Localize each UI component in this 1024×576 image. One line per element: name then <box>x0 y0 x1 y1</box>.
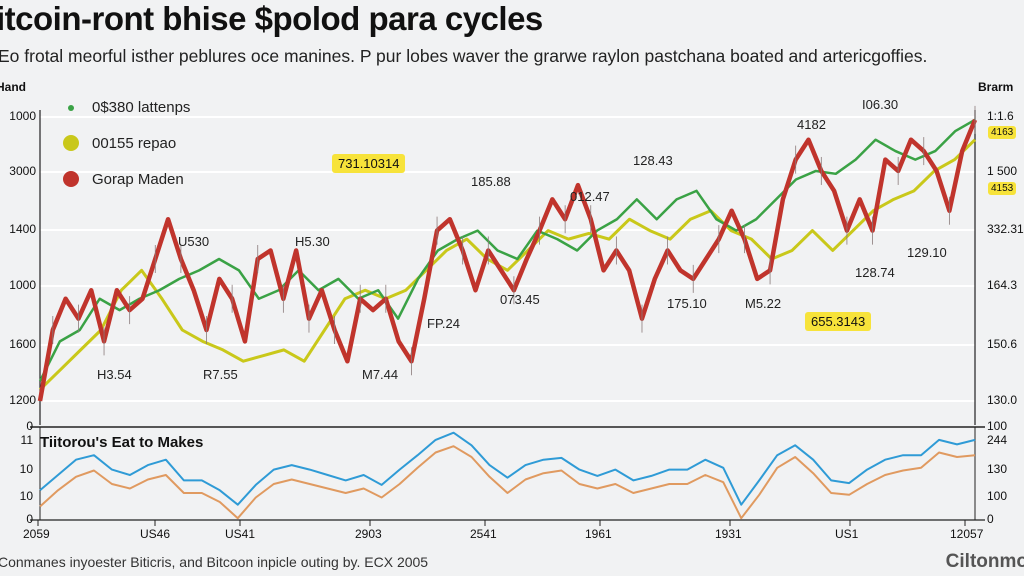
chart-title: itcoin-ront bhise $polod para cycles <box>0 0 543 37</box>
x-tick-label: 2059 <box>23 527 50 541</box>
x-tick-label: US46 <box>140 527 171 541</box>
lower-y-tick-right: 100 <box>987 419 1008 433</box>
x-tick-label: 1931 <box>715 527 742 541</box>
y-tick-left: 1200 <box>9 393 36 407</box>
lower-panel-title: Tiitorou's Eat to Makes <box>40 434 204 451</box>
highlight-label: 731.10314 <box>332 154 406 173</box>
annotation-label: 073.45 <box>500 292 540 307</box>
left-axis-title: Hand <box>0 80 26 94</box>
x-tick-label: 12057 <box>950 527 984 541</box>
y-tick-right: 1:1.6 <box>987 109 1014 123</box>
x-tick-label: US41 <box>225 527 256 541</box>
y-tick-right: 164.3 <box>987 278 1018 292</box>
series-line-red <box>37 118 978 402</box>
annotation-label: H5.30 <box>295 234 330 249</box>
annotation-label: R7.55 <box>203 367 238 382</box>
y-tick-left: 1000 <box>9 109 36 123</box>
legend-label: Gorap Maden <box>92 171 184 188</box>
y-tick-right: 332.31 <box>987 222 1024 236</box>
annotation-label: 175.10 <box>667 296 707 311</box>
lower-y-tick-right: 0 <box>987 512 994 526</box>
source-footer: Conmanes inyoester Biticris, and Bitcoon… <box>0 554 429 570</box>
right-badge: 4153 <box>988 182 1017 195</box>
highlight-label: 655.3143 <box>805 312 872 331</box>
logo: Ciltonmo <box>945 551 1024 572</box>
annotation-label: U530 <box>178 234 210 249</box>
annotation-label: M5.22 <box>745 296 782 311</box>
annotation-label: H3.54 <box>97 367 132 382</box>
lower-y-tick-right: 100 <box>987 489 1008 503</box>
annotation-label: 128.74 <box>855 265 895 280</box>
legend-marker <box>63 135 79 151</box>
annotation-label: FP.24 <box>427 316 461 331</box>
x-tick-label: 1961 <box>585 527 612 541</box>
x-tick-label: US1 <box>835 527 859 541</box>
legend-marker <box>63 171 79 187</box>
lower-y-tick-right: 244 <box>987 433 1008 447</box>
y-tick-left: 3000 <box>9 164 36 178</box>
lower-y-tick-right: 130 <box>987 462 1008 476</box>
annotation-label: I06.30 <box>862 97 899 112</box>
lower-y-tick-left: 0 <box>26 419 33 433</box>
y-tick-left: 1400 <box>9 222 36 236</box>
lower-y-tick-left: 10 <box>19 489 33 503</box>
right-badge: 4163 <box>988 126 1017 139</box>
x-tick-label: 2541 <box>470 527 497 541</box>
annotation-label: M7.44 <box>362 367 399 382</box>
y-tick-right: 150.6 <box>987 337 1018 351</box>
legend-label: 0$380 lattenps <box>92 99 191 116</box>
y-tick-right: 1 500 <box>987 164 1018 178</box>
series-line-orange <box>39 445 976 520</box>
x-tick-label: 2903 <box>355 527 382 541</box>
chart-subtitle: Eo frotal meorful isther peblures oce ma… <box>0 46 928 66</box>
right-axis-title: Brarm <box>978 80 1014 94</box>
lower-y-tick-left: 11 <box>20 433 33 447</box>
legend-label: 00155 repao <box>92 135 177 152</box>
annotation-label: 012.47 <box>570 189 610 204</box>
lower-y-tick-left: 0 <box>26 512 33 526</box>
lower-y-tick-left: 10 <box>19 462 33 476</box>
annotation-label: 185.88 <box>471 174 511 189</box>
annotation-label: 129.10 <box>907 245 947 260</box>
y-tick-right: 130.0 <box>987 393 1018 407</box>
series-line-yellow <box>38 138 977 391</box>
y-tick-left: 1600 <box>9 337 36 351</box>
annotation-label: 128.43 <box>633 153 673 168</box>
annotation-label: 4182 <box>797 117 826 132</box>
legend-marker <box>68 105 74 111</box>
series-line-blue <box>39 431 976 506</box>
y-tick-left: 1000 <box>9 278 36 292</box>
